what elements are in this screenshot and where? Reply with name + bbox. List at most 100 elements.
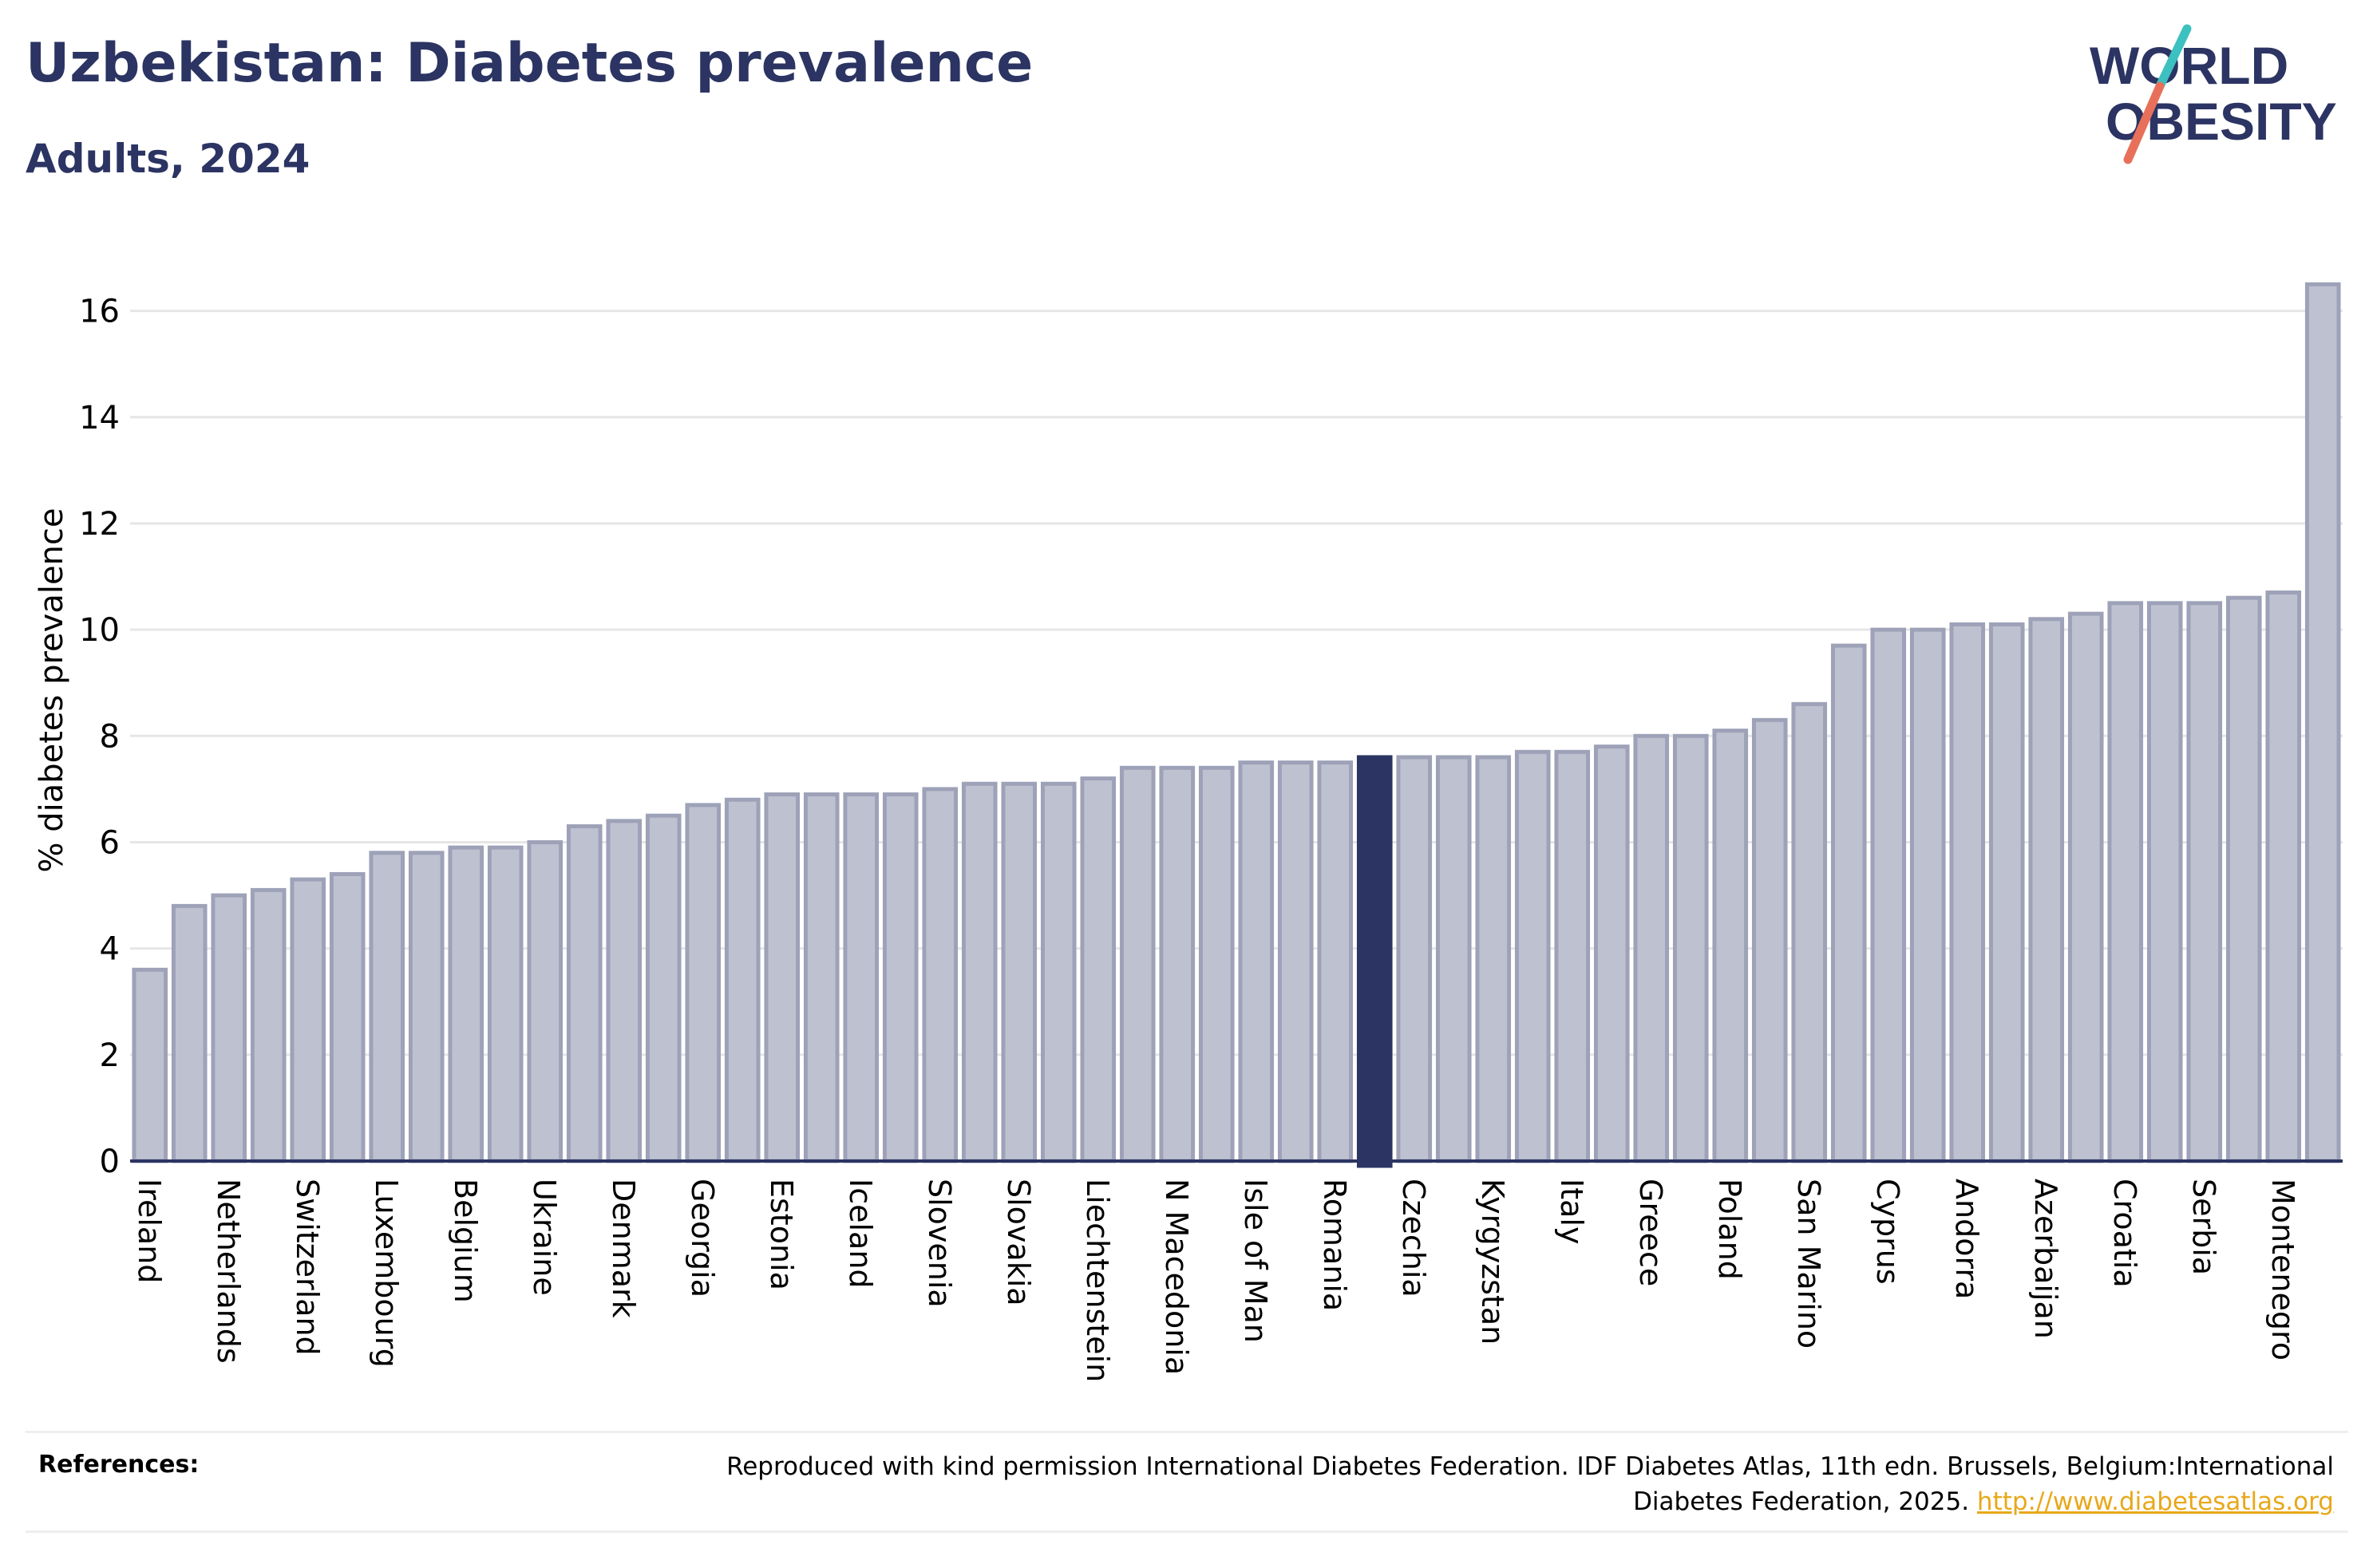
x-tick-label: Georgia [685, 1179, 720, 1297]
bar [329, 871, 366, 1163]
y-tick-label: 6 [100, 824, 120, 861]
bar [290, 877, 326, 1163]
bar [2067, 611, 2104, 1163]
world-obesity-logo: WORLD OBESITY [2090, 24, 2337, 164]
bar [645, 813, 682, 1163]
y-tick-label: 10 [79, 612, 120, 649]
x-tick-label: Switzerland [290, 1179, 325, 1356]
bar [1988, 622, 2025, 1163]
x-tick-label: Netherlands [211, 1179, 246, 1364]
x-tick-label: N Macedonia [1159, 1179, 1194, 1375]
bar [843, 792, 880, 1163]
bar [1554, 749, 1591, 1163]
x-tick-label: Italy [1554, 1179, 1589, 1244]
bar [685, 803, 722, 1163]
x-tick-label: Luxembourg [369, 1179, 404, 1368]
x-tick-label: Poland [1712, 1179, 1747, 1280]
bar [803, 792, 840, 1163]
y-tick-label: 2 [100, 1037, 120, 1074]
bar [2107, 601, 2144, 1163]
bar [2265, 590, 2302, 1163]
chart-subtitle: Adults, 2024 [26, 136, 310, 182]
x-tick-label: Liechtenstein [1080, 1179, 1115, 1382]
x-tick-label: Greece [1633, 1179, 1668, 1286]
x-tick-label: Andorra [1949, 1179, 1984, 1299]
bar [764, 792, 801, 1163]
x-tick-label: Montenegro [2265, 1179, 2300, 1361]
y-tick-label: 4 [100, 931, 120, 968]
references-text: Reproduced with kind permission Internat… [726, 1452, 2334, 1516]
bar [2146, 601, 2183, 1163]
y-axis-label: % diabetes prevalence [34, 508, 70, 872]
references-text-block: Reproduced with kind permission Internat… [658, 1449, 2334, 1519]
bar [1040, 781, 1077, 1163]
bar [566, 823, 603, 1163]
x-tick-label: Kyrgyzstan [1475, 1179, 1510, 1345]
y-tick-label: 12 [79, 506, 120, 543]
x-tick-label: Czechia [1396, 1179, 1431, 1297]
bar [2028, 617, 2065, 1163]
bar [1396, 755, 1433, 1163]
x-tick-label: Estonia [764, 1179, 799, 1290]
bar [2186, 601, 2223, 1163]
bar [1830, 643, 1867, 1163]
bar [1712, 729, 1749, 1163]
x-tick-label: Isle of Man [1238, 1179, 1273, 1343]
y-tick-label: 16 [79, 294, 120, 330]
x-tick-labels: Ireland Netherlands Switzerland Luxembourg B… [132, 1179, 2300, 1382]
bar [369, 851, 405, 1163]
logo-slash-teal-icon [2155, 24, 2192, 91]
x-tick-label: Ukraine [527, 1179, 562, 1296]
bar [1119, 765, 1156, 1163]
bar [1159, 765, 1196, 1163]
bar [1238, 760, 1275, 1163]
bar [487, 845, 524, 1163]
bar [408, 851, 445, 1163]
bar [448, 845, 484, 1163]
y-tick-labels: 0 2 4 6 8 10 12 14 16 [79, 294, 120, 1180]
bar [1277, 760, 1314, 1163]
x-tick-label: San Marino [1791, 1179, 1826, 1349]
x-tick-label: Ireland [132, 1179, 167, 1283]
bar [606, 819, 643, 1163]
bar [1751, 717, 1788, 1163]
x-tick-label: Croatia [2107, 1179, 2142, 1288]
bar [132, 967, 168, 1163]
x-tick-label: Denmark [606, 1179, 641, 1318]
bar [1435, 755, 1472, 1163]
x-tick-label: Azerbaijan [2028, 1179, 2063, 1339]
y-tick-label: 0 [100, 1143, 120, 1180]
x-tick-label: Slovakia [1001, 1179, 1036, 1306]
bar [922, 787, 959, 1163]
bar [882, 792, 919, 1163]
bar [1870, 627, 1907, 1163]
bar [1317, 760, 1354, 1163]
bar [1198, 765, 1235, 1163]
logo-slash-coral-icon [2123, 81, 2165, 164]
bar-highlight [1356, 755, 1393, 1168]
bar [961, 781, 998, 1163]
x-tick-label: Iceland [843, 1179, 878, 1289]
bar [1514, 749, 1551, 1163]
bar [724, 797, 761, 1163]
bar [171, 903, 208, 1163]
y-tick-label: 8 [100, 718, 120, 755]
bar-chart: 0 2 4 6 8 10 12 14 16 Ireland Netherlands Switzerl… [34, 282, 2343, 1382]
bar [1475, 755, 1512, 1163]
bar [1001, 781, 1038, 1163]
logo-line-1: WORLD [2090, 36, 2288, 95]
bar [1633, 733, 1670, 1163]
bar [527, 839, 564, 1163]
references-link[interactable]: http://www.diabetesatlas.org [1976, 1487, 2334, 1516]
bar [1672, 733, 1709, 1163]
bar [1080, 776, 1117, 1163]
bar [2304, 282, 2341, 1163]
x-tick-label: Cyprus [1870, 1179, 1905, 1285]
x-tick-label: Serbia [2186, 1179, 2221, 1275]
references-bottom-rule [26, 1530, 2348, 1533]
references-top-rule [26, 1431, 2348, 1433]
bar [1593, 745, 1630, 1163]
bar [211, 893, 247, 1163]
bar [250, 887, 287, 1163]
bar [2225, 595, 2262, 1163]
